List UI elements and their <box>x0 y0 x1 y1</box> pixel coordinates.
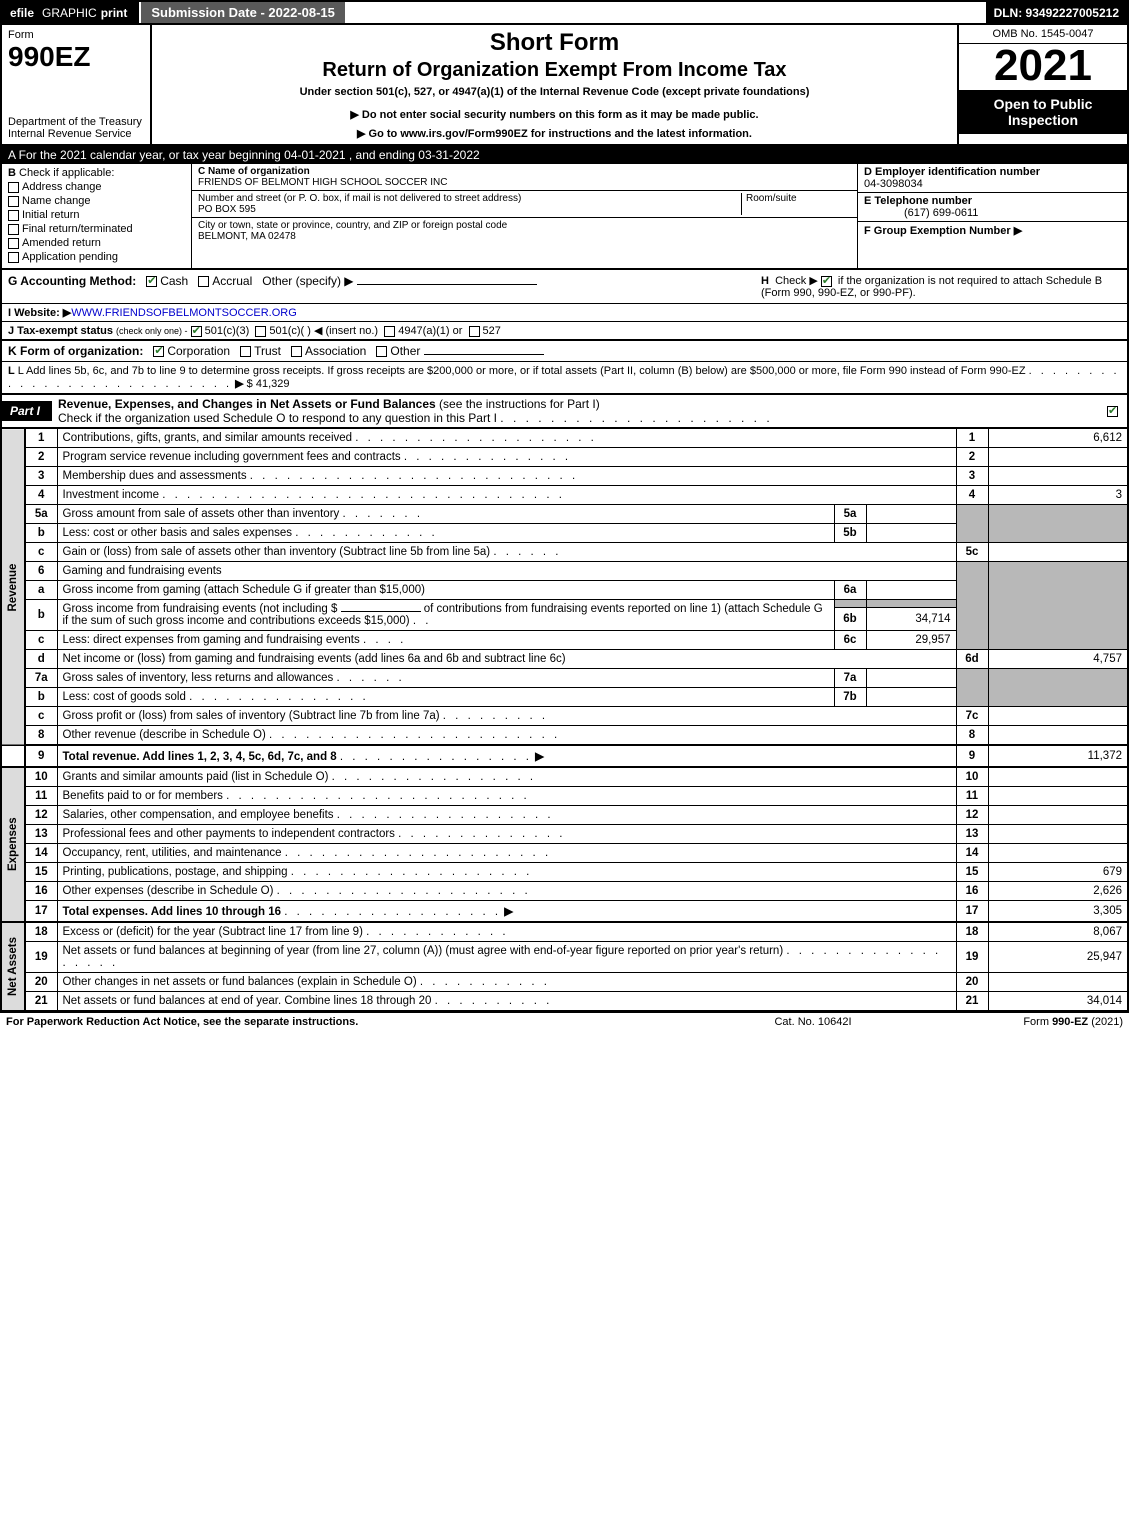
val-17: 3,305 <box>988 901 1128 923</box>
chk-accrual[interactable] <box>198 276 209 287</box>
side-expenses: Expenses <box>1 767 25 922</box>
subtitle: Under section 501(c), 527, or 4947(a)(1)… <box>158 86 951 98</box>
col-c: C Name of organizationFRIENDS OF BELMONT… <box>192 164 857 268</box>
chk-part1-schedO[interactable] <box>1107 406 1118 417</box>
side-revenue: Revenue <box>1 429 25 746</box>
submission-date: Submission Date - 2022-08-15 <box>139 2 347 23</box>
title-short-form: Short Form <box>158 29 951 57</box>
val-9: 11,372 <box>988 745 1128 767</box>
room-suite: Room/suite <box>741 193 851 215</box>
val-18: 8,067 <box>988 922 1128 942</box>
form-number: 990EZ <box>8 41 144 73</box>
chk-501c[interactable] <box>255 326 266 337</box>
warning: ▶ Do not enter social security numbers o… <box>158 108 951 121</box>
col-b: B Check if applicable: Address change Na… <box>2 164 192 268</box>
tax-year: 2021 <box>959 44 1127 88</box>
footer: For Paperwork Reduction Act Notice, see … <box>0 1012 1129 1031</box>
val-15: 679 <box>988 863 1128 882</box>
val-6d: 4,757 <box>988 650 1128 669</box>
title-return: Return of Organization Exempt From Incom… <box>158 59 951 82</box>
section-gh: G Accounting Method: Cash Accrual Other … <box>0 270 1129 303</box>
footer-notice: For Paperwork Reduction Act Notice, see … <box>6 1016 703 1028</box>
org-address: PO BOX 595 <box>198 204 741 215</box>
dept-label: Department of the Treasury Internal Reve… <box>8 116 144 140</box>
chk-final-return[interactable]: Final return/terminated <box>8 223 185 235</box>
chk-cash[interactable] <box>146 276 157 287</box>
org-name: FRIENDS OF BELMONT HIGH SCHOOL SOCCER IN… <box>198 177 851 188</box>
dln: DLN: 93492227005212 <box>986 2 1127 23</box>
chk-name-change[interactable]: Name change <box>8 195 185 207</box>
chk-trust[interactable] <box>240 346 251 357</box>
val-1: 6,612 <box>988 429 1128 448</box>
chk-501c3[interactable] <box>191 326 202 337</box>
form-label: Form <box>8 29 144 41</box>
section-bcdef: B Check if applicable: Address change Na… <box>0 164 1129 270</box>
goto-link[interactable]: ▶ Go to www.irs.gov/Form990EZ for instru… <box>158 127 951 140</box>
org-city: BELMONT, MA 02478 <box>198 231 851 242</box>
footer-formid: Form 990-EZ (2021) <box>923 1016 1123 1028</box>
chk-corp[interactable] <box>153 346 164 357</box>
footer-catno: Cat. No. 10642I <box>703 1016 923 1028</box>
chk-other-org[interactable] <box>376 346 387 357</box>
efile-label: efile GRAPHIC print <box>2 2 139 23</box>
chk-assoc[interactable] <box>291 346 302 357</box>
val-6b: 34,714 <box>866 608 956 631</box>
chk-527[interactable] <box>469 326 480 337</box>
website-link[interactable]: WWW.FRIENDSOFBELMONTSOCCER.ORG <box>71 307 297 319</box>
chk-pending[interactable]: Application pending <box>8 251 185 263</box>
side-netassets: Net Assets <box>1 922 25 1011</box>
group-exemption: F Group Exemption Number ▶ <box>864 225 1022 237</box>
row-j-status: J Tax-exempt status (check only one) - 5… <box>0 321 1129 339</box>
public-inspection: Open to Public Inspection <box>959 90 1127 134</box>
val-19: 25,947 <box>988 942 1128 973</box>
row-i-website: I Website: ▶WWW.FRIENDSOFBELMONTSOCCER.O… <box>0 303 1129 321</box>
val-21: 34,014 <box>988 992 1128 1012</box>
part1-header: Part I Revenue, Expenses, and Changes in… <box>0 395 1129 428</box>
val-6c: 29,957 <box>866 631 956 650</box>
phone: (617) 699-0611 <box>864 207 978 219</box>
chk-4947[interactable] <box>384 326 395 337</box>
chk-initial-return[interactable]: Initial return <box>8 209 185 221</box>
chk-address-change[interactable]: Address change <box>8 181 185 193</box>
val-16: 2,626 <box>988 882 1128 901</box>
row-k-org: K Form of organization: Corporation Trus… <box>0 339 1129 362</box>
part1-tag: Part I <box>2 401 52 421</box>
row-l-receipts: L L Add lines 5b, 6c, and 7b to line 9 t… <box>0 362 1129 395</box>
col-def: D Employer identification number04-30980… <box>857 164 1127 268</box>
chk-amended[interactable]: Amended return <box>8 237 185 249</box>
topbar: efile GRAPHIC print Submission Date - 20… <box>0 0 1129 25</box>
row-a-period: A For the 2021 calendar year, or tax yea… <box>0 146 1129 164</box>
section-h: H Check ▶ if the organization is not req… <box>761 274 1121 299</box>
form-header: Form 990EZ Department of the Treasury In… <box>0 25 1129 146</box>
chk-schedule-b[interactable] <box>821 276 832 287</box>
lines-table: Revenue 1Contributions, gifts, grants, a… <box>0 428 1129 1012</box>
ein: 04-3098034 <box>864 178 923 190</box>
val-4: 3 <box>988 486 1128 505</box>
